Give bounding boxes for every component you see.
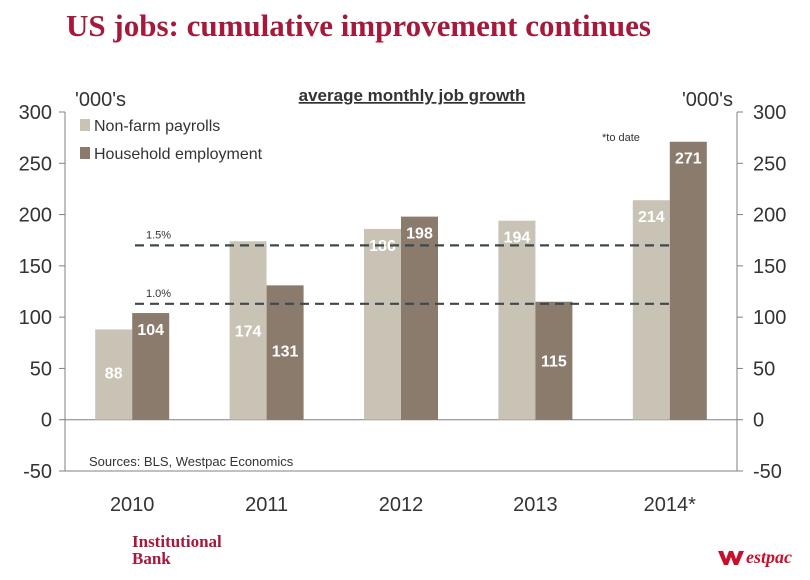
x-tick-label: 2013 bbox=[513, 494, 558, 516]
bar-data-label: 131 bbox=[272, 344, 299, 361]
y-tick-label-left: 100 bbox=[19, 307, 52, 329]
bar-nonfarm-2012 bbox=[364, 228, 401, 420]
bar-data-label: 115 bbox=[541, 354, 567, 371]
reference-line-label: 1.5% bbox=[146, 229, 171, 241]
bar-household-2011 bbox=[266, 285, 304, 420]
reference-line-label: 1.0% bbox=[146, 288, 171, 300]
y-tick-label-left: 150 bbox=[19, 256, 52, 278]
bar-household-2013 bbox=[535, 301, 573, 420]
job-growth-chart: -50 -50 0 0 50 50 100 100 150 150 200 200 250 250 300 3… bbox=[19, 86, 787, 516]
y-tick-label-left: 300 bbox=[19, 102, 52, 124]
y-tick-label-left: 250 bbox=[19, 153, 52, 175]
bar-nonfarm-2011 bbox=[229, 241, 267, 420]
bar-nonfarm-2010 bbox=[95, 329, 133, 420]
legend-swatch-nonfarm bbox=[80, 119, 90, 131]
bar-household-2014 bbox=[669, 141, 707, 420]
westpac-wordmark: estpac bbox=[746, 547, 792, 567]
y-tick-label-left: -50 bbox=[23, 461, 52, 483]
legend-label: Household employment bbox=[94, 146, 263, 163]
brand-line-1: Institutional bbox=[132, 532, 222, 551]
legend-label: Non-farm payrolls bbox=[94, 118, 220, 135]
y-tick-label-right: 0 bbox=[753, 410, 764, 432]
bar-household-2010 bbox=[132, 313, 170, 420]
bar-data-label: 194 bbox=[504, 230, 531, 247]
y-tick-label-right: 300 bbox=[753, 102, 786, 124]
y-tick-label-right: 250 bbox=[753, 153, 786, 175]
bar-data-label: 198 bbox=[406, 226, 433, 243]
x-tick-label: 2014* bbox=[644, 494, 696, 516]
x-tick-label: 2012 bbox=[379, 494, 424, 516]
westpac-logo: estpac bbox=[718, 547, 792, 568]
bar-data-label: 214 bbox=[638, 209, 665, 226]
institutional-bank-logo: Institutional Bank bbox=[132, 533, 222, 567]
bar-household-2012 bbox=[401, 216, 438, 420]
y-tick-label-left: 50 bbox=[30, 358, 52, 380]
bar-nonfarm-2013 bbox=[498, 220, 536, 420]
y-tick-label-left: 200 bbox=[19, 205, 52, 227]
y-tick-label-right: 50 bbox=[753, 358, 775, 380]
y-axis-unit-right: '000's bbox=[682, 89, 733, 111]
y-tick-label-right: 100 bbox=[753, 307, 786, 329]
bar-data-label: 104 bbox=[137, 322, 164, 339]
chart-source: Sources: BLS, Westpac Economics bbox=[89, 454, 294, 469]
x-tick-label: 2010 bbox=[110, 494, 155, 516]
y-tick-label-right: 150 bbox=[753, 256, 786, 278]
bar-data-label: 271 bbox=[675, 151, 702, 168]
legend-swatch-household bbox=[80, 147, 90, 159]
brand-line-2: Bank bbox=[132, 549, 171, 568]
x-tick-label: 2011 bbox=[245, 494, 288, 516]
y-tick-label-right: -50 bbox=[753, 461, 782, 483]
westpac-w-icon bbox=[718, 550, 745, 565]
chart-title: average monthly job growth bbox=[299, 86, 526, 105]
bar-nonfarm-2014 bbox=[632, 200, 670, 420]
chart-note: *to date bbox=[602, 132, 640, 144]
y-tick-label-right: 200 bbox=[753, 205, 786, 227]
bar-data-label: 88 bbox=[105, 366, 123, 383]
y-axis-unit-left: '000's bbox=[75, 89, 126, 111]
page-title: US jobs: cumulative improvement continue… bbox=[66, 8, 651, 43]
bar-data-label: 174 bbox=[235, 323, 262, 340]
y-tick-label-left: 0 bbox=[41, 410, 52, 432]
